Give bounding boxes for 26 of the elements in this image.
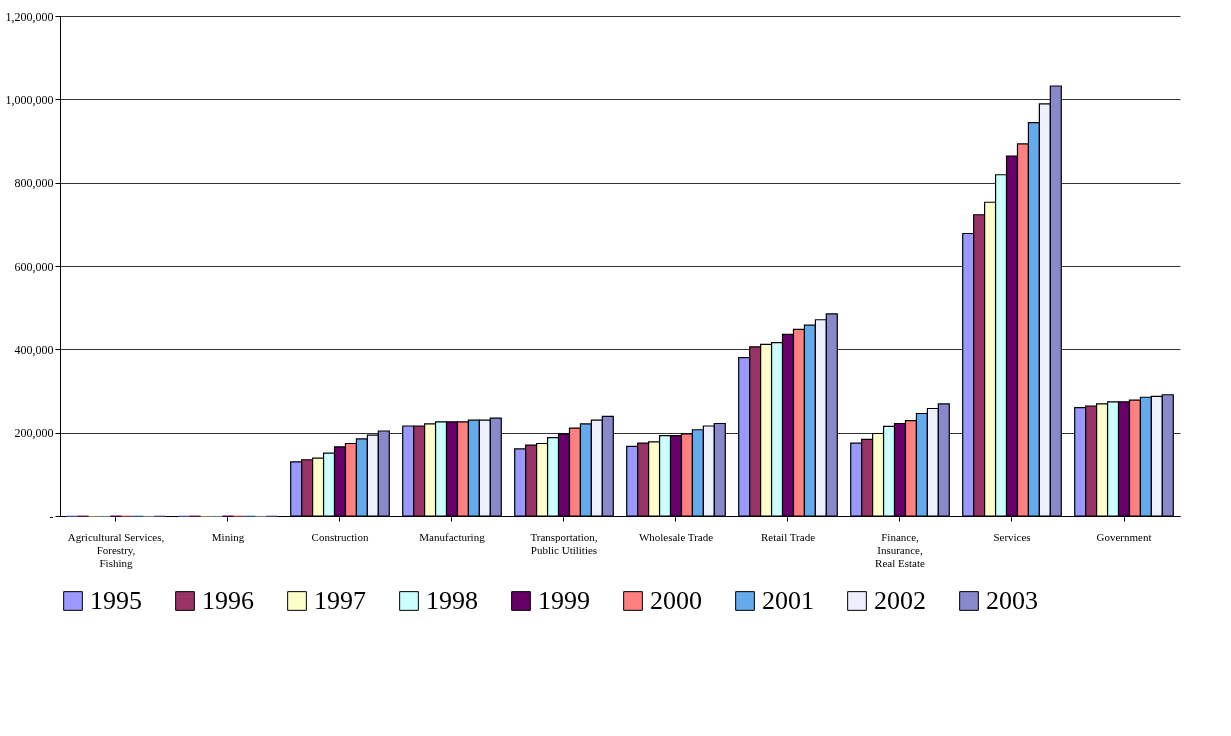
x-tick-label: Finance, Insurance, Real Estate (875, 530, 925, 569)
legend-label: 2001 (762, 586, 814, 615)
x-tick-label: Government (1096, 530, 1152, 543)
y-tick-label: 800,000 (14, 176, 54, 191)
x-tick-label: Retail Trade (760, 530, 816, 543)
legend-label: 2003 (986, 586, 1038, 615)
legend-label: 1996 (202, 586, 254, 615)
x-tick-label: Mining (211, 530, 245, 543)
y-tick-label: - (49, 509, 54, 524)
y-tick-label: 1,000,000 (5, 92, 54, 107)
legend-label: 1997 (314, 586, 366, 615)
legend-label: 1998 (426, 586, 478, 615)
x-tick-label: Agricultural Services, Forestry, Fishing (67, 530, 165, 569)
x-tick-label: Services (993, 530, 1031, 543)
x-tick-label: Construction (311, 530, 369, 543)
y-tick-label: 200,000 (14, 426, 54, 441)
legend-label: 1995 (90, 586, 142, 615)
x-tick-label: Transportation, Public Utilities (530, 530, 598, 556)
x-tick-label: Manufacturing (419, 530, 486, 543)
y-tick-label: 600,000 (14, 259, 54, 274)
legend-label: 1999 (538, 586, 590, 615)
x-tick-label: Wholesale Trade (638, 530, 714, 543)
y-tick-label: 400,000 (14, 342, 54, 357)
legend-label: 2000 (650, 586, 702, 615)
y-tick-label: 1,200,000 (5, 9, 54, 24)
legend-label: 2002 (874, 586, 926, 615)
